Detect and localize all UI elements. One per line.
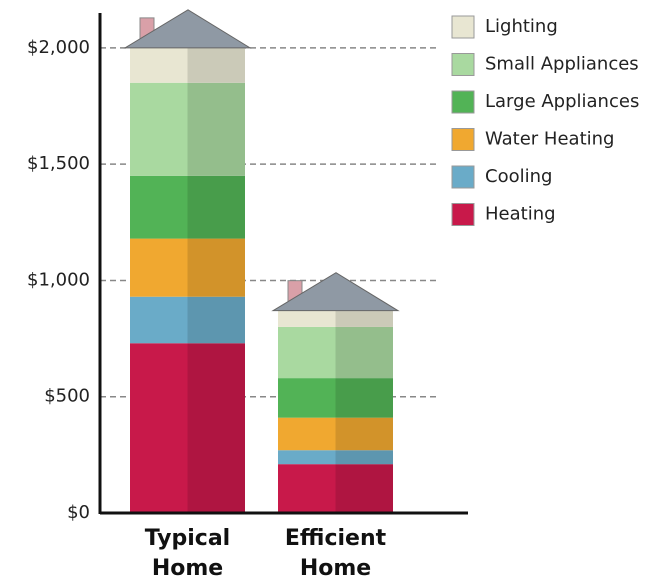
x-tick-label: Efficient Home (284, 526, 387, 581)
legend-label: Heating (485, 204, 556, 225)
y-tick-label: $500 (44, 386, 90, 407)
bar-shade (335, 450, 393, 465)
bar-segment (130, 175, 245, 239)
bar-shade (335, 310, 393, 327)
y-tick-label: $1,500 (27, 153, 90, 174)
bar-shade (335, 417, 393, 451)
legend-label: Cooling (485, 166, 552, 187)
roof (123, 9, 252, 49)
y-tick-label: $2,000 (27, 37, 90, 58)
bar-shade (187, 47, 245, 83)
bar-segment (278, 464, 393, 513)
legend-swatch (451, 128, 475, 151)
legend-label: Large Appliances (485, 91, 639, 112)
y-tick-label: $0 (67, 502, 90, 523)
bar-shade (335, 378, 393, 418)
bar-shade (187, 343, 245, 513)
roof (271, 272, 400, 312)
bar-segment (278, 310, 393, 327)
bar-segment (130, 47, 245, 83)
bar-shade (187, 296, 245, 344)
bar-shade (187, 175, 245, 239)
bar-shade (187, 82, 245, 176)
bar-segment (278, 417, 393, 451)
legend-swatch (451, 165, 475, 189)
bar-segment (130, 82, 245, 176)
bar-segment (130, 238, 245, 297)
legend-swatch (451, 90, 475, 114)
legend-swatch (451, 15, 475, 39)
y-tick-label: $1,000 (27, 269, 90, 290)
legend-label: Small Appliances (485, 54, 639, 75)
bar-segment (278, 450, 393, 465)
bar-shade (335, 326, 393, 379)
legend-label: Lighting (485, 16, 558, 37)
bar-shade (335, 464, 393, 513)
legend-swatch (451, 203, 475, 226)
bar-segment (130, 343, 245, 513)
bar-shade (187, 238, 245, 297)
x-tick-label: Typical Home (144, 526, 231, 581)
bar-segment (278, 326, 393, 379)
legend-swatch (451, 53, 475, 76)
bar-segment (130, 296, 245, 344)
bar-segment (278, 378, 393, 418)
legend-label: Water Heating (485, 129, 614, 150)
